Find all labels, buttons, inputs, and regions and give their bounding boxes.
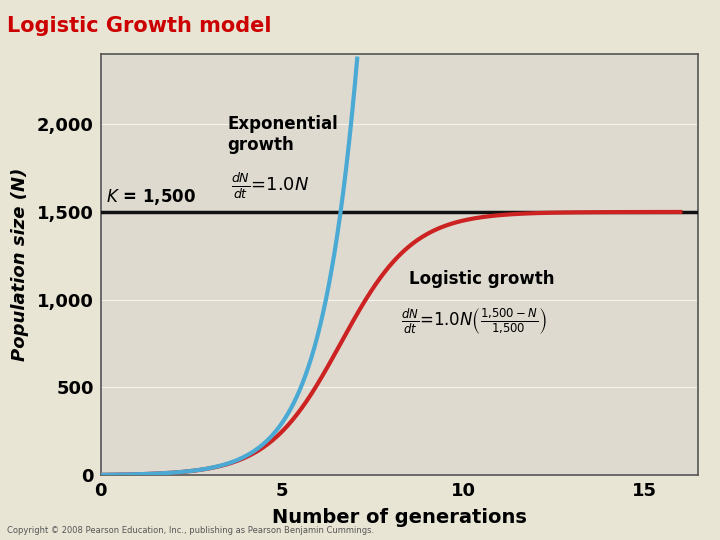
Text: Logistic growth: Logistic growth <box>409 270 554 288</box>
Y-axis label: Population size (N): Population size (N) <box>11 168 29 361</box>
Text: Logistic Growth model: Logistic Growth model <box>7 16 271 36</box>
Text: Exponential
growth: Exponential growth <box>228 116 338 154</box>
Text: $\frac{dN}{dt}$=1.0$N$: $\frac{dN}{dt}$=1.0$N$ <box>231 172 310 201</box>
X-axis label: Number of generations: Number of generations <box>272 509 527 528</box>
Text: $\frac{dN}{dt}$=1.0$N$$\left(\frac{1{,}500-N}{1{,}500}\right)$: $\frac{dN}{dt}$=1.0$N$$\left(\frac{1{,}5… <box>402 307 547 337</box>
Text: Copyright © 2008 Pearson Education, Inc., publishing as Pearson Benjamin Cumming: Copyright © 2008 Pearson Education, Inc.… <box>7 525 374 535</box>
Text: $K$ = 1,500: $K$ = 1,500 <box>107 187 197 207</box>
